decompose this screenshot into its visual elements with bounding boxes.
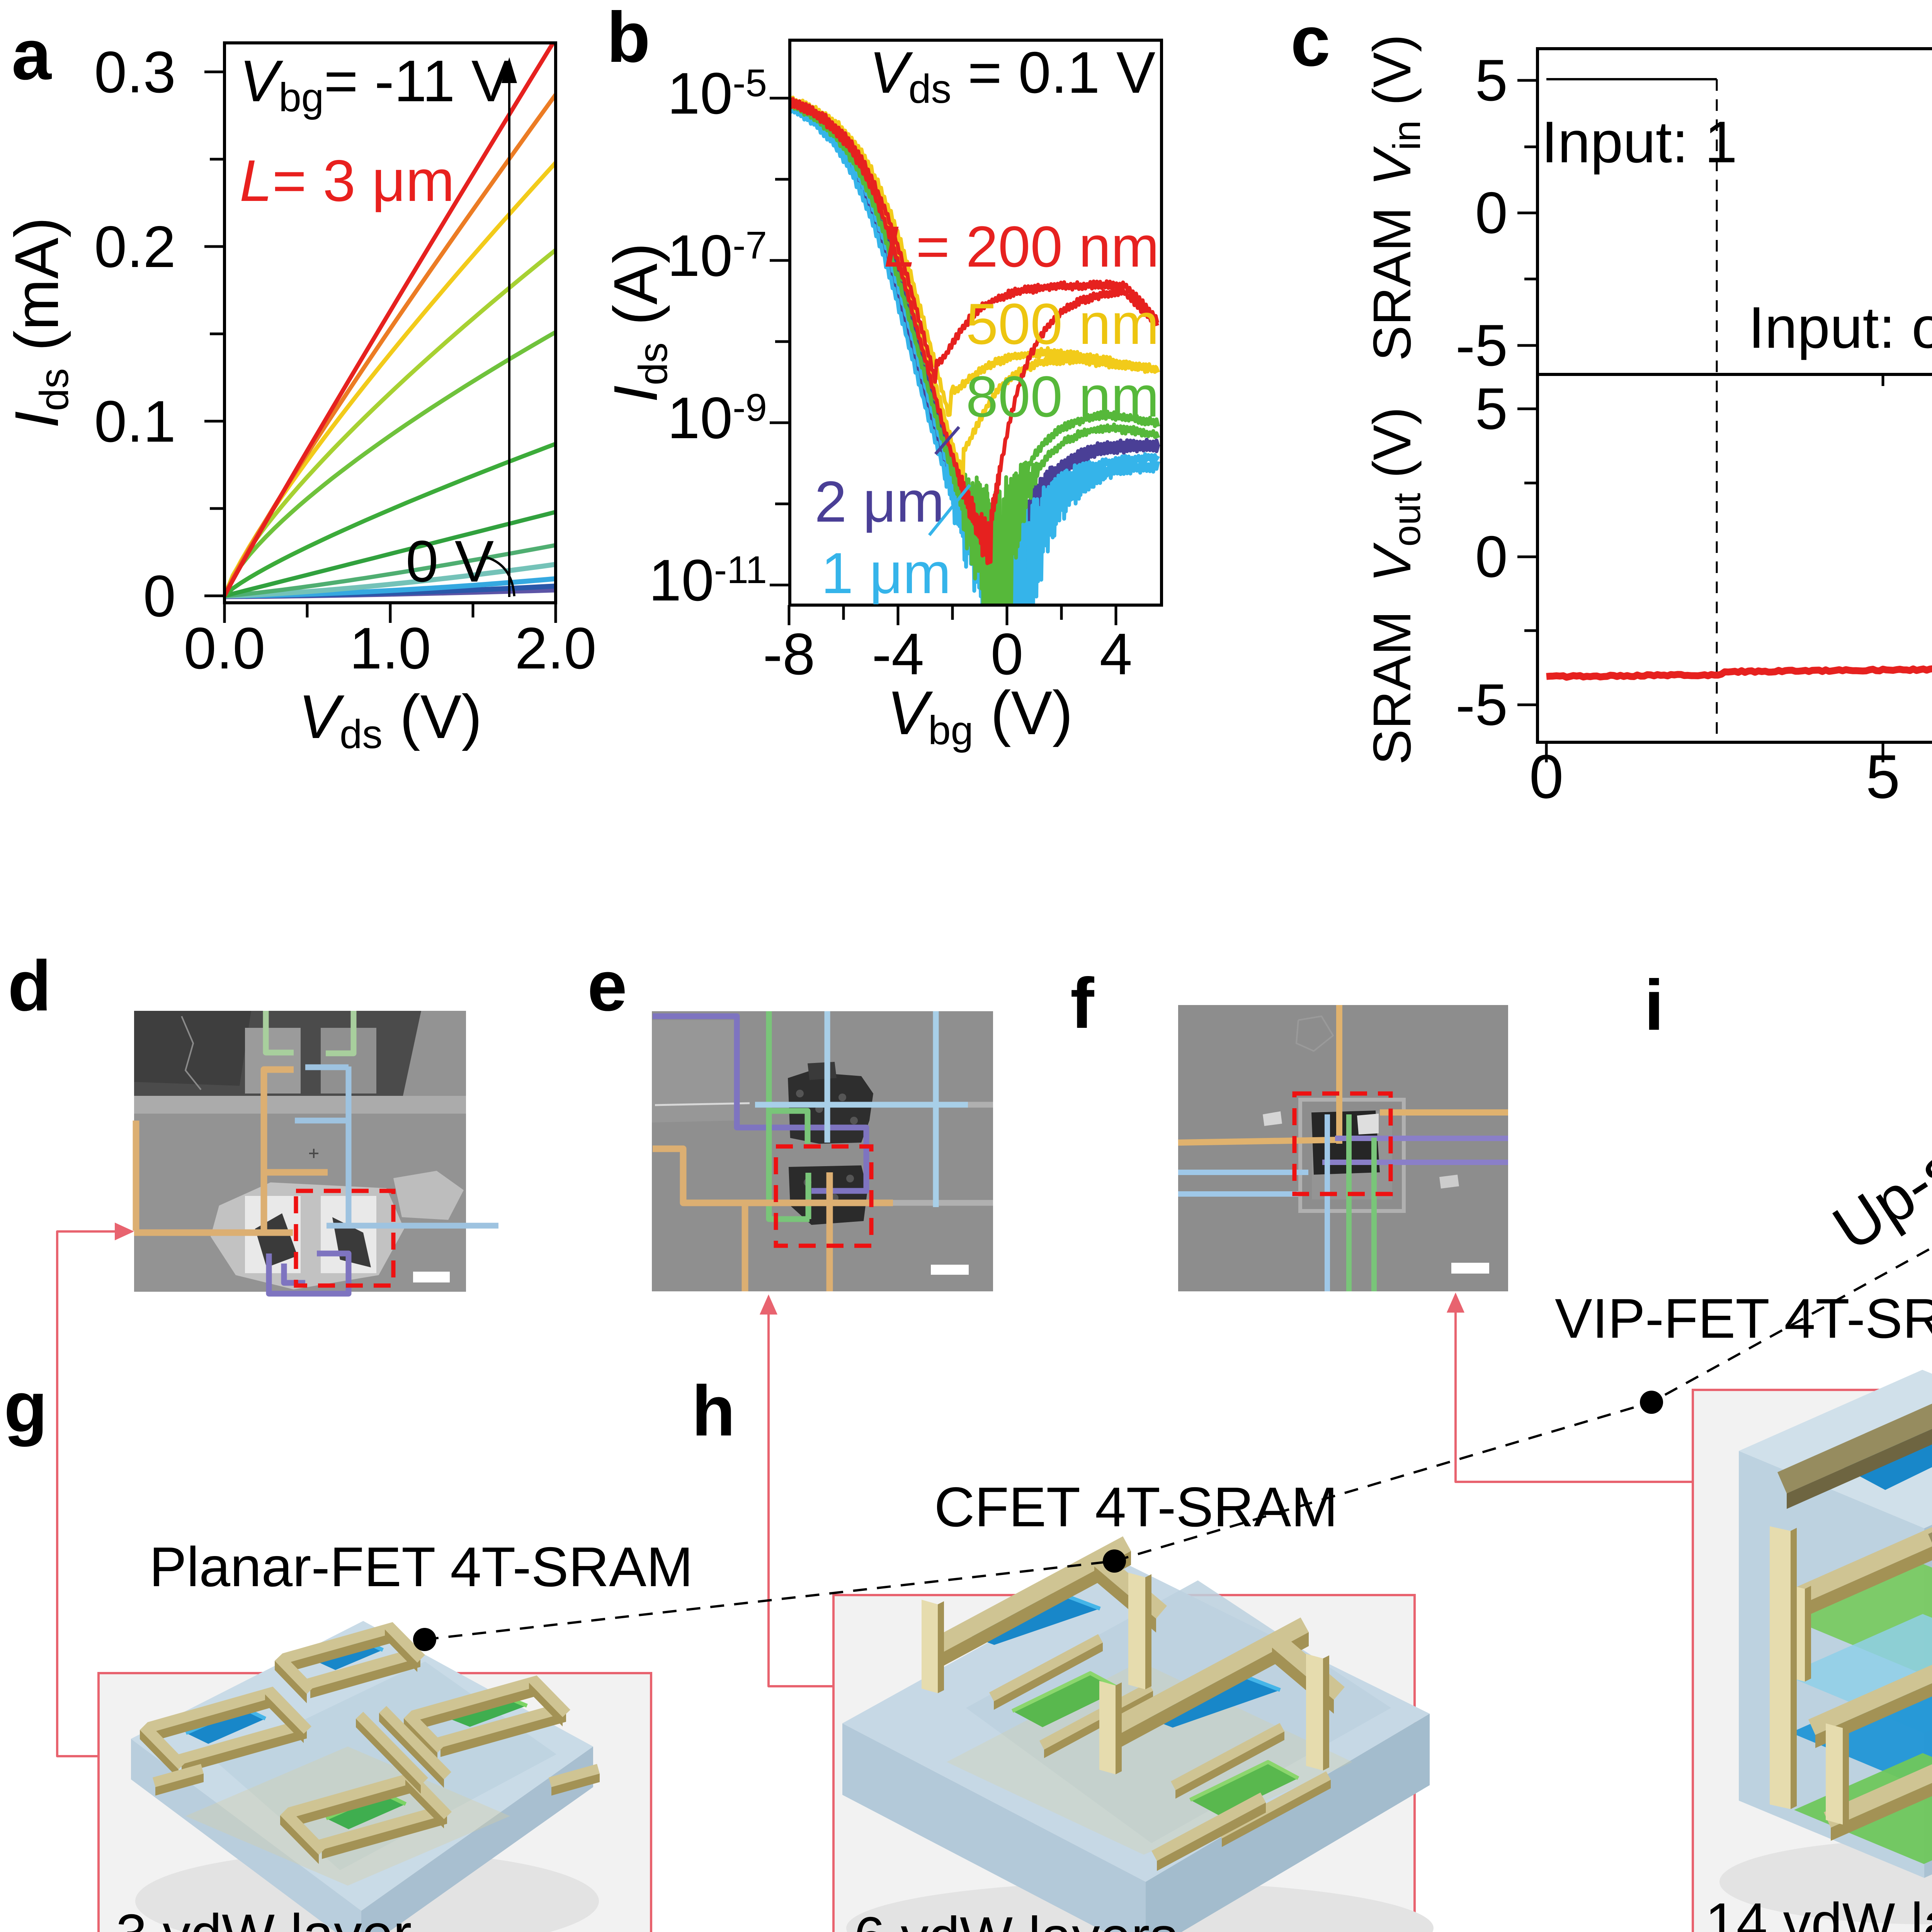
svg-text:f: f (1070, 964, 1094, 1043)
svg-text:Vin (V): Vin (V) (1362, 34, 1429, 186)
svg-text:a: a (12, 15, 52, 95)
svg-text:b: b (607, 0, 650, 77)
svg-text:Ids (mA): Ids (mA) (2, 217, 77, 428)
svg-text:0.0: 0.0 (184, 616, 265, 681)
svg-text:0.3: 0.3 (94, 39, 176, 105)
svg-text:5: 5 (1475, 376, 1508, 442)
svg-text:VIP-FET 4T-SRAM: VIP-FET 4T-SRAM (1555, 1287, 1932, 1350)
svg-text:Vout (V): Vout (V) (1362, 407, 1429, 582)
svg-text:e: e (587, 946, 627, 1026)
svg-text:Input: open: Input: open (1748, 295, 1932, 361)
svg-text:L= 200 nm: L= 200 nm (884, 214, 1159, 279)
svg-text:Planar-FET 4T-SRAM: Planar-FET 4T-SRAM (149, 1536, 693, 1598)
svg-text:0.2: 0.2 (94, 214, 176, 280)
svg-text:-5: -5 (1456, 313, 1508, 378)
svg-text:Vds (V): Vds (V) (298, 682, 482, 757)
svg-text:0: 0 (1529, 742, 1564, 811)
svg-text:2.0: 2.0 (515, 616, 596, 681)
svg-text:Vbg (V): Vbg (V) (887, 678, 1073, 753)
svg-text:Input: 1: Input: 1 (1541, 109, 1737, 175)
svg-text:0: 0 (991, 621, 1024, 687)
svg-text:CFET 4T-SRAM: CFET 4T-SRAM (934, 1476, 1338, 1538)
svg-text:6 vdW layers: 6 vdW layers (854, 1905, 1178, 1932)
svg-text:4: 4 (1100, 621, 1133, 687)
svg-text:SRAM: SRAM (1362, 207, 1422, 361)
svg-text:0: 0 (1475, 180, 1508, 246)
svg-text:-5: -5 (1456, 672, 1508, 738)
svg-text:3 vdW layer: 3 vdW layer (116, 1903, 412, 1932)
svg-text:g: g (4, 1367, 48, 1447)
svg-text:500 nm: 500 nm (966, 291, 1159, 356)
svg-text:c: c (1291, 2, 1330, 81)
svg-text:SRAM: SRAM (1362, 611, 1422, 765)
svg-text:1 μm: 1 μm (821, 541, 951, 605)
svg-text:2 μm: 2 μm (815, 469, 944, 534)
svg-text:14 vdW layers: 14 vdW layers (1705, 1891, 1932, 1932)
svg-text:L= 3 μm: L= 3 μm (240, 148, 455, 214)
svg-text:0: 0 (143, 563, 176, 629)
svg-text:5: 5 (1475, 48, 1508, 113)
svg-text:i: i (1644, 966, 1664, 1045)
svg-text:5: 5 (1866, 742, 1900, 811)
svg-text:0: 0 (1475, 524, 1508, 590)
svg-text:1.0: 1.0 (349, 616, 431, 681)
svg-text:0 V: 0 V (406, 529, 494, 594)
svg-text:-8: -8 (763, 621, 815, 687)
svg-text:-4: -4 (872, 621, 924, 687)
svg-text:0.1: 0.1 (94, 389, 176, 454)
svg-text:800 nm: 800 nm (966, 364, 1159, 429)
svg-text:d: d (8, 946, 51, 1026)
svg-text:Vbg= -11 V: Vbg= -11 V (240, 48, 510, 120)
svg-text:h: h (692, 1371, 735, 1451)
